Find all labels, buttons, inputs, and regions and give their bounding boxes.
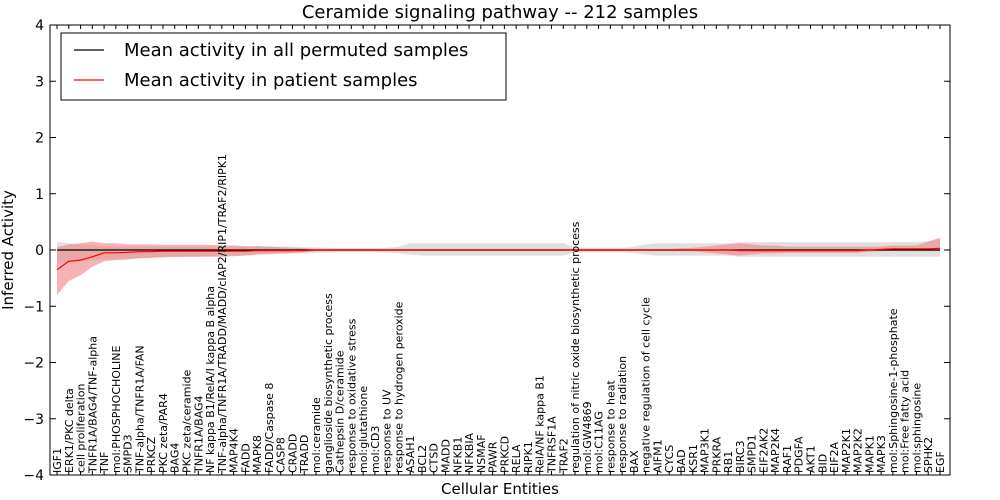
y-tick-label: 1 <box>35 187 44 203</box>
x-category-label: PKC zeta/ceramide <box>181 369 194 473</box>
x-category-label: MAPK3 <box>875 435 888 473</box>
x-category-label: MADD <box>440 439 453 473</box>
x-category-label: CASP8 <box>275 437 288 473</box>
x-category-label: SMPD3 <box>122 434 135 473</box>
x-category-label: IGF1 <box>51 448 64 473</box>
x-category-label: MAP3K1 <box>699 428 712 473</box>
x-category-label: mol:CD3 <box>369 426 382 473</box>
y-tick-label: 4 <box>35 18 44 34</box>
x-category-label: BCL2 <box>416 445 429 473</box>
x-category-label: ERK1/PKC delta <box>63 388 76 473</box>
x-category-label: mol:C11AG <box>593 411 606 473</box>
x-category-label: MAPK8 <box>251 435 264 473</box>
legend: Mean activity in all permuted samples Me… <box>60 32 507 101</box>
x-category-label: BAX <box>628 450 641 473</box>
x-category-label: MAP2K1 <box>840 428 853 473</box>
x-category-label: EIF2AK2 <box>757 428 770 473</box>
x-category-label: TNFR1A/BAG4 <box>192 395 205 474</box>
x-category-label: CRADD <box>287 434 300 473</box>
x-category-label: EGF <box>934 451 947 473</box>
x-category-label: negative regulation of cell cycle <box>640 297 653 473</box>
x-category-label: FADD <box>239 443 252 473</box>
y-tick-label: −3 <box>23 412 44 428</box>
x-category-label: EIF2A <box>828 441 841 473</box>
plot-area <box>56 237 941 295</box>
x-category-label: MAP2K2 <box>852 428 865 473</box>
x-category-label: PRKRA <box>710 436 723 473</box>
x-category-label: regulation of nitric oxide biosynthetic … <box>569 221 582 473</box>
y-tick-label: 2 <box>35 131 44 147</box>
x-category-label: mol:Free fatty acid <box>899 370 912 473</box>
x-category-label: RB1 <box>722 451 735 473</box>
y-tick-label: 3 <box>35 74 44 90</box>
legend-label-patient: Mean activity in patient samples <box>124 70 418 91</box>
x-category-label: BIRC3 <box>734 440 747 473</box>
x-category-label: TNF-alpha/TNFR1A/TRADD/MADD/cIAP2/RIP1/T… <box>216 154 229 474</box>
y-tick-label: 0 <box>35 243 44 259</box>
x-category-label: NF kappa B1/RelA/I kappa B alpha <box>204 286 217 473</box>
x-category-label: PRKCD <box>498 436 511 473</box>
x-category-label: NFKB1 <box>451 437 464 473</box>
y-tick-label: −2 <box>23 356 44 372</box>
x-category-label: KSR1 <box>687 444 700 473</box>
x-category-label: response to UV <box>381 389 394 473</box>
x-category-label: mol:GW4869 <box>581 401 594 473</box>
x-category-label: TRADD <box>298 435 311 474</box>
x-category-label: ganglioside biosynthetic process <box>322 293 335 473</box>
x-category-label: TNF <box>98 452 111 474</box>
y-axis-label: Inferred Activity <box>0 190 17 310</box>
x-category-label: ASAH1 <box>404 435 417 473</box>
x-category-label: AIFM1 <box>651 439 664 473</box>
x-category-label: response to hydrogen peroxide <box>392 301 405 473</box>
x-category-label: SMPD1 <box>746 434 759 473</box>
x-category-label: RAF1 <box>781 445 794 473</box>
x-category-label: BAD <box>675 449 688 473</box>
x-category-label: mol:glutathione <box>357 386 370 473</box>
x-category-label: mol:PHOSPHOCHOLINE <box>110 345 123 473</box>
x-category-label: RELA <box>510 444 523 473</box>
x-category-label: Cathepsin D/ceramide <box>334 350 347 473</box>
x-category-label: BID <box>816 454 829 473</box>
x-category-label: RelA/NF kappa B1 <box>534 375 547 473</box>
legend-label-permuted: Mean activity in all permuted samples <box>124 40 468 61</box>
x-category-label: cell proliferation <box>75 383 88 473</box>
x-category-label: MAP2K4 <box>769 428 782 473</box>
x-category-label: mol:Sphingosine-1-phosphate <box>887 308 900 473</box>
x-category-label: TNFRSF1A <box>546 416 559 474</box>
x-category-label: NSMAF <box>475 434 488 473</box>
x-category-label: CTSD <box>428 443 441 473</box>
legend-box <box>60 32 507 101</box>
series-line-patient <box>56 247 941 271</box>
x-category-label: AKT1 <box>805 445 818 473</box>
x-category-label: RIPK1 <box>522 441 535 473</box>
x-category-label: mol:ceramide <box>310 397 323 473</box>
x-axis-label: Cellular Entities <box>441 480 559 498</box>
x-category-label: PRKCZ <box>145 436 158 473</box>
x-category-label: PDGFA <box>793 436 806 473</box>
x-category-label: TNFR1A/BAG4/TNF-alpha <box>86 336 99 474</box>
band-patient <box>57 237 940 295</box>
x-category-label: TRAF2 <box>557 438 570 474</box>
x-category-label: TNF-alpha/TNFR1A/FAN <box>133 345 146 474</box>
x-category-label: response to heat <box>604 380 617 473</box>
x-category-label: BAG4 <box>169 443 182 473</box>
x-category-label: MAPK1 <box>863 435 876 473</box>
x-category-label: NFKBIA <box>463 432 476 473</box>
x-category-label: PAWR <box>487 441 500 473</box>
x-category-label: FADD/Caspase 8 <box>263 383 276 473</box>
x-category-label: PKC zeta/PAR4 <box>157 393 170 473</box>
y-tick-label: −4 <box>23 468 44 484</box>
x-category-label: response to oxidative stress <box>345 318 358 473</box>
y-tick-label: −1 <box>23 299 44 315</box>
chart-title: Ceramide signaling pathway -- 212 sample… <box>302 2 698 23</box>
x-category-label: response to radiation <box>616 356 629 473</box>
x-category-label: CYCS <box>663 445 676 473</box>
x-category-label: MAP4K4 <box>228 428 241 473</box>
x-category-label: mol:sphingosine <box>911 383 924 473</box>
x-category-label: SPHK2 <box>922 437 935 473</box>
